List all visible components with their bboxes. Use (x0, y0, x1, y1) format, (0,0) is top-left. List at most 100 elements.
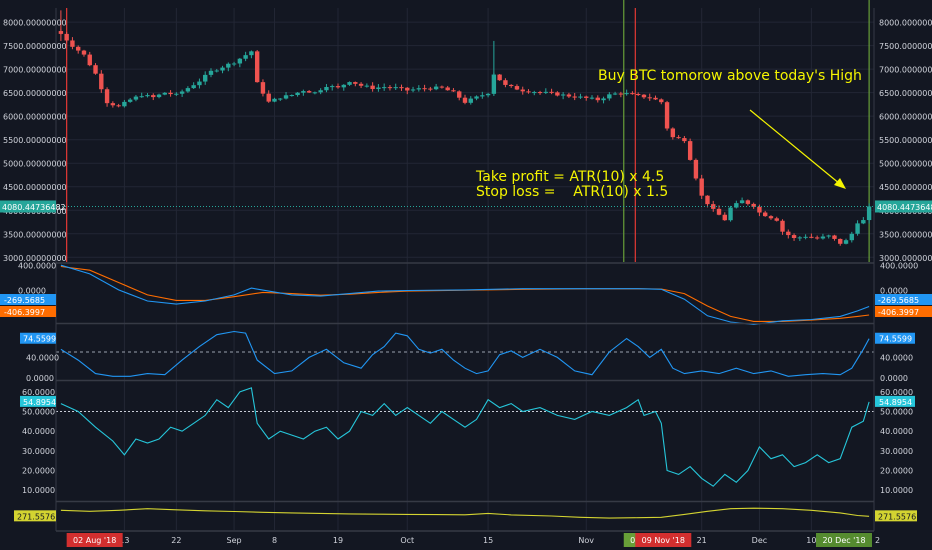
candle-body[interactable] (584, 96, 589, 98)
candle-body[interactable] (855, 223, 860, 234)
candle-body[interactable] (358, 83, 364, 86)
candle-body[interactable] (151, 95, 156, 98)
candle-body[interactable] (370, 85, 375, 90)
candle-body[interactable] (734, 203, 739, 208)
candle-body[interactable] (422, 88, 427, 90)
candle-body[interactable] (203, 74, 208, 82)
candle-body[interactable] (595, 97, 600, 101)
candle-body[interactable] (341, 84, 346, 88)
candle-body[interactable] (87, 54, 92, 66)
candle-body[interactable] (774, 218, 779, 221)
candle-body[interactable] (168, 92, 173, 95)
candle-body[interactable] (127, 99, 133, 102)
candle-body[interactable] (306, 91, 312, 93)
candle-body[interactable] (572, 96, 577, 98)
candle-body[interactable] (687, 141, 693, 160)
candle-body[interactable] (381, 87, 387, 89)
candle-body[interactable] (543, 91, 549, 93)
candle-body[interactable] (76, 46, 81, 51)
volume-indicator-line[interactable] (60, 507, 870, 519)
candle-body[interactable] (81, 50, 87, 55)
candle-body[interactable] (179, 91, 185, 94)
candle-body[interactable] (399, 87, 404, 89)
candle-body[interactable] (532, 92, 537, 94)
candle-body[interactable] (387, 87, 393, 89)
candle-body[interactable] (405, 87, 410, 91)
candle-body[interactable] (791, 235, 797, 238)
candle-body[interactable] (266, 93, 271, 102)
candle-body[interactable] (353, 82, 358, 84)
candle-body[interactable] (624, 93, 629, 95)
candle-body[interactable] (145, 95, 150, 97)
candle-body[interactable] (514, 86, 520, 90)
candle-body[interactable] (832, 235, 837, 239)
candle-body[interactable] (451, 90, 456, 92)
candle-body[interactable] (607, 94, 612, 99)
candle-body[interactable] (364, 85, 370, 87)
candle-body[interactable] (116, 105, 121, 107)
candle-body[interactable] (243, 55, 248, 59)
candle-body[interactable] (826, 235, 831, 237)
candle-body[interactable] (330, 86, 335, 88)
candle-body[interactable] (445, 87, 450, 91)
candle-body[interactable] (699, 178, 704, 196)
candle-body[interactable] (803, 236, 808, 238)
candle-body[interactable] (647, 97, 652, 99)
candle-body[interactable] (549, 91, 554, 93)
candle-body[interactable] (99, 73, 104, 90)
candle-body[interactable] (503, 80, 508, 85)
candle-body[interactable] (283, 95, 289, 99)
candle-body[interactable] (693, 159, 699, 179)
volume-panel[interactable] (60, 507, 870, 519)
candle-body[interactable] (537, 92, 543, 94)
candle-body[interactable] (162, 92, 167, 95)
candle-body[interactable] (838, 238, 843, 244)
candle-body[interactable] (462, 97, 468, 103)
candle-body[interactable] (254, 51, 260, 83)
cci-panel[interactable] (56, 387, 874, 487)
candle-body[interactable] (520, 89, 525, 92)
candle-body[interactable] (612, 93, 618, 95)
candle-body[interactable] (659, 99, 664, 103)
candle-body[interactable] (474, 96, 479, 99)
candle-body[interactable] (208, 70, 214, 75)
candle-body[interactable] (185, 88, 191, 92)
candle-body[interactable] (335, 86, 341, 88)
candle-body[interactable] (410, 89, 416, 91)
candle-body[interactable] (578, 96, 583, 98)
candle-body[interactable] (231, 63, 237, 65)
candle-body[interactable] (312, 92, 318, 94)
candle-body[interactable] (757, 206, 762, 213)
candle-body[interactable] (110, 103, 116, 106)
candle-body[interactable] (497, 74, 502, 81)
candle-body[interactable] (70, 40, 75, 47)
candle-body[interactable] (670, 128, 676, 138)
macd-line[interactable] (60, 264, 870, 326)
candle-body[interactable] (104, 89, 110, 104)
candle-body[interactable] (468, 98, 473, 103)
candle-body[interactable] (278, 98, 283, 100)
candle-body[interactable] (428, 88, 433, 90)
candle-body[interactable] (566, 94, 572, 97)
cci-line[interactable] (60, 387, 870, 487)
candle-body[interactable] (272, 98, 277, 102)
candle-body[interactable] (739, 200, 745, 204)
candle-body[interactable] (560, 94, 566, 96)
candle-body[interactable] (393, 87, 398, 89)
candle-body[interactable] (716, 208, 722, 215)
rsi-line[interactable] (60, 330, 870, 377)
candle-body[interactable] (485, 93, 491, 96)
candle-body[interactable] (797, 237, 803, 239)
candle-body[interactable] (347, 82, 352, 85)
candle-body[interactable] (843, 240, 849, 244)
candle-body[interactable] (249, 51, 254, 56)
candle-body[interactable] (295, 92, 300, 96)
candle-body[interactable] (722, 214, 727, 221)
candle-body[interactable] (122, 101, 127, 107)
candle-body[interactable] (630, 93, 635, 95)
candle-body[interactable] (457, 91, 462, 98)
candle-body[interactable] (508, 84, 514, 87)
candle-body[interactable] (139, 96, 144, 98)
candle-body[interactable] (376, 87, 381, 90)
candle-body[interactable] (439, 86, 445, 88)
